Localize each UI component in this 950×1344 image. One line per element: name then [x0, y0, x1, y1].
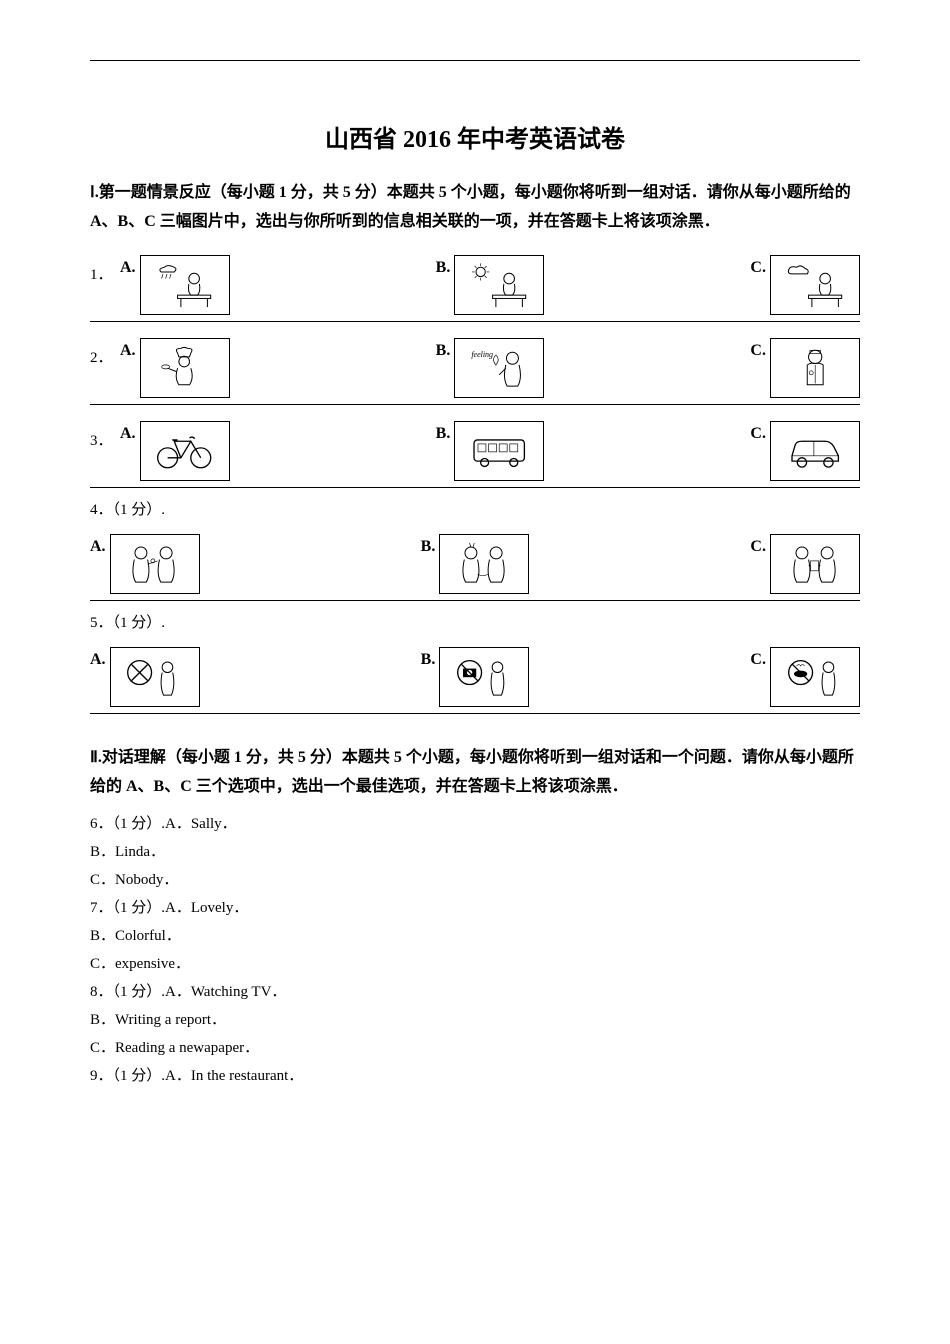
option-label: C. [750, 534, 766, 560]
option: B. [421, 647, 530, 707]
text-option: 7．（1 分）.A．Lovely． [90, 896, 860, 920]
option-label: A. [90, 647, 106, 673]
feeling-person-icon: feeling [454, 338, 544, 398]
option: C. [750, 534, 860, 594]
question-number: 1． [90, 263, 120, 287]
sign-camera-icon [439, 647, 529, 707]
sign-cross-icon [110, 647, 200, 707]
car-icon [770, 421, 860, 481]
option-label: C. [750, 338, 766, 364]
question-4-text: 4．（1 分）. [90, 498, 860, 522]
option: B. [436, 421, 545, 481]
question-number: 2． [90, 346, 120, 370]
two-people-1-icon [110, 534, 200, 594]
text-option: B．Colorful． [90, 924, 860, 948]
svg-text:feeling: feeling [471, 350, 493, 359]
option: A. [90, 647, 200, 707]
text-option: C．Reading a newapaper． [90, 1036, 860, 1060]
text-option: C．expensive． [90, 952, 860, 976]
page-title: 山西省 2016 年中考英语试卷 [90, 121, 860, 159]
two-people-3-icon [770, 534, 860, 594]
option-label: B. [421, 647, 436, 673]
question-number: 3． [90, 429, 120, 453]
option: B. feeling [436, 338, 545, 398]
options-container: A. B. C. [90, 647, 860, 707]
sign-food-icon [770, 647, 860, 707]
option: C. [750, 647, 860, 707]
cloud-desk-icon [770, 255, 860, 315]
doctor-icon [770, 338, 860, 398]
option: A. [90, 534, 200, 594]
section1-intro: Ⅰ.第一题情景反应（每小题 1 分，共 5 分）本题共 5 个小题，每小题你将听… [90, 179, 860, 237]
bicycle-icon [140, 421, 230, 481]
option-label: A. [120, 421, 136, 447]
question-row: 3． A. B. C. [90, 415, 860, 488]
bus-icon [454, 421, 544, 481]
option: C. [750, 255, 860, 315]
option-label: A. [120, 338, 136, 364]
text-option: B．Linda． [90, 840, 860, 864]
option-label: A. [120, 255, 136, 281]
option-label: A. [90, 534, 106, 560]
two-people-2-icon [439, 534, 529, 594]
options-container: A. B. C. [90, 534, 860, 594]
cloud-rain-desk-icon [140, 255, 230, 315]
options-container: A. B. C. [120, 255, 860, 315]
option-label: C. [750, 647, 766, 673]
text-option: 6．（1 分）.A．Sally． [90, 812, 860, 836]
option: A. [120, 255, 230, 315]
options-container: A. B. feeling C. [120, 338, 860, 398]
text-option: C．Nobody． [90, 868, 860, 892]
question-row: A. B. C. [90, 528, 860, 601]
question-5-text: 5．（1 分）. [90, 611, 860, 635]
option-label: C. [750, 421, 766, 447]
text-option: 8．（1 分）.A．Watching TV． [90, 980, 860, 1004]
chef-icon [140, 338, 230, 398]
option-label: C. [750, 255, 766, 281]
option: B. [421, 534, 530, 594]
option: A. [120, 421, 230, 481]
section2-intro: Ⅱ.对话理解（每小题 1 分，共 5 分）本题共 5 个小题，每小题你将听到一组… [90, 744, 860, 802]
option-label: B. [421, 534, 436, 560]
option-label: B. [436, 255, 451, 281]
question-row: 2． A. B. feeling C. [90, 332, 860, 405]
option: C. [750, 421, 860, 481]
question-row: 1． A. B. C. [90, 249, 860, 322]
question-row: A. B. C. [90, 641, 860, 714]
sun-desk-icon [454, 255, 544, 315]
options-container: A. B. C. [120, 421, 860, 481]
option-label: B. [436, 338, 451, 364]
text-option: 9．（1 分）.A．In the restaurant． [90, 1064, 860, 1088]
option-label: B. [436, 421, 451, 447]
option: C. [750, 338, 860, 398]
text-option: B．Writing a report． [90, 1008, 860, 1032]
option: B. [436, 255, 545, 315]
option: A. [120, 338, 230, 398]
page-top-divider [90, 60, 860, 61]
